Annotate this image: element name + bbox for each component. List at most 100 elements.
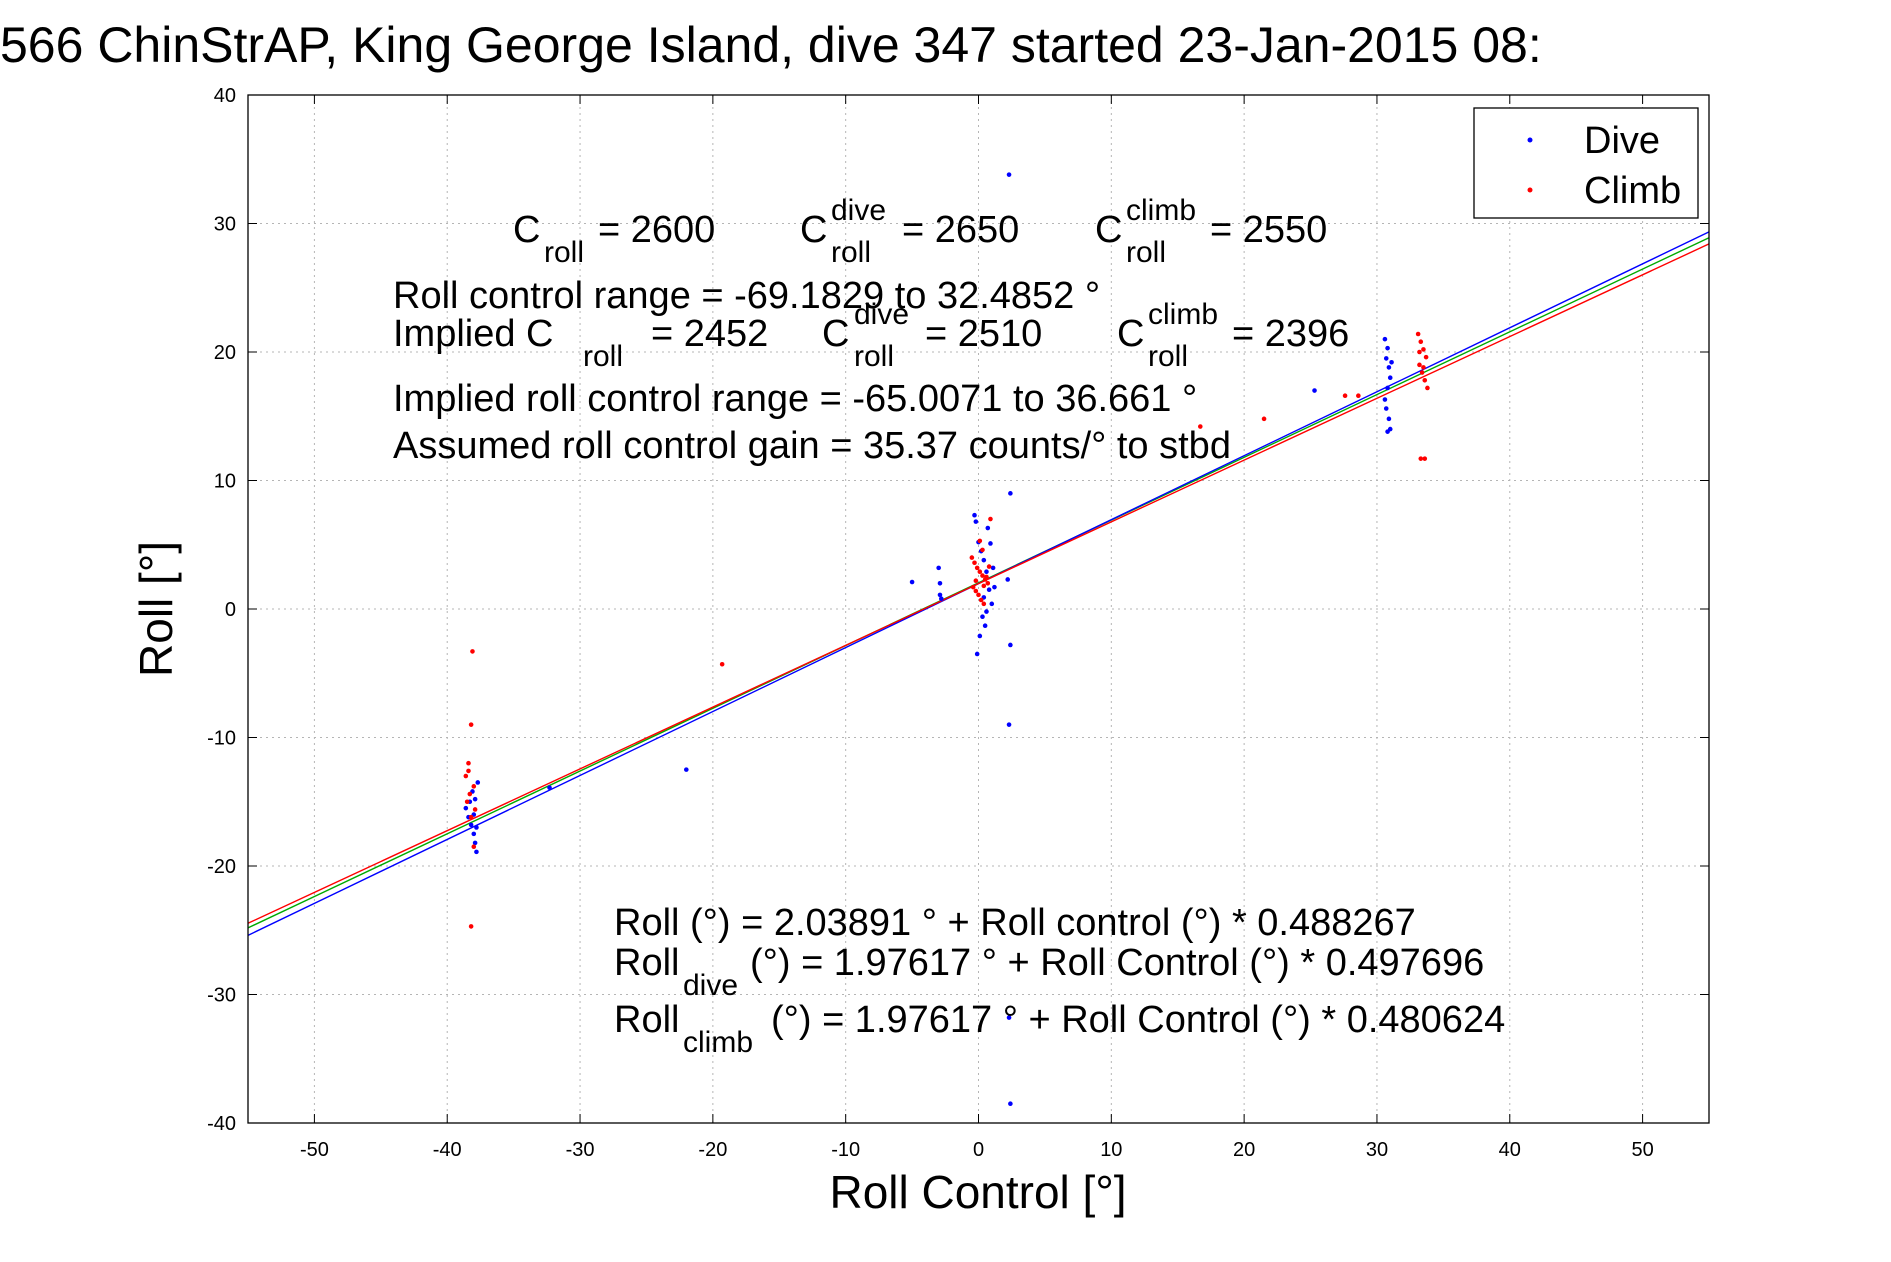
climb-point	[468, 924, 474, 929]
dive-point	[1386, 416, 1392, 422]
dive-point	[909, 579, 915, 585]
climb-point	[468, 722, 474, 727]
y-tick-label: 10	[214, 471, 236, 493]
c-roll-value: = 2600	[598, 209, 715, 251]
climb-point	[977, 538, 983, 544]
x-tick-label: 40	[1499, 1139, 1521, 1161]
dive-point	[988, 541, 993, 546]
climb-point	[988, 516, 993, 522]
fit-line-all	[247, 237, 1710, 929]
y-tick-label: 40	[214, 85, 236, 107]
implied-c-roll-value: = 2452	[651, 313, 768, 355]
c-dive-sub: roll	[831, 236, 871, 269]
x-tick-label: 20	[1233, 1139, 1255, 1161]
y-tick-label: 20	[214, 342, 236, 364]
x-axis-label: Roll Control [°]	[829, 1166, 1126, 1218]
climb-point	[1422, 377, 1428, 383]
dive-point	[1005, 577, 1011, 582]
x-tick-label: 30	[1366, 1139, 1388, 1161]
fit-climb-sub: climb	[683, 1026, 753, 1059]
c-roll-sub: roll	[544, 236, 584, 269]
implied-c-dive-value: = 2510	[925, 313, 1042, 355]
climb-point	[1418, 339, 1424, 345]
fit-dive-rest: (°) = 1.97617 ° + Roll Control (°) * 0.4…	[750, 942, 1484, 984]
climb-point	[1422, 456, 1428, 461]
dive-point	[1382, 397, 1388, 402]
legend-climb-marker	[1527, 187, 1533, 193]
dive-point	[1006, 172, 1012, 177]
fit-equation-climb: Roll climb (°) = 1.97617 ° + Roll Contro…	[614, 999, 1505, 1059]
y-tick-label: -40	[207, 1113, 236, 1135]
climb-point	[464, 799, 470, 805]
dive-point	[1006, 722, 1012, 727]
dive-point	[1008, 491, 1013, 496]
dive-point	[939, 596, 944, 602]
fit-lines	[247, 231, 1710, 936]
dive-point	[468, 822, 474, 828]
climb-point	[1415, 331, 1421, 337]
dive-point	[463, 805, 469, 811]
dive-point	[1389, 359, 1394, 365]
fit-climb-rest: (°) = 1.97617 ° + Roll Control (°) * 0.4…	[771, 999, 1505, 1041]
dive-point	[1385, 385, 1390, 391]
dive-point	[1008, 1101, 1013, 1107]
annotation-implied-row: Implied C roll = 2452 C dive roll = 2510…	[393, 298, 1349, 373]
climb-point	[977, 569, 983, 575]
y-tick-label: 30	[214, 214, 236, 236]
dive-point	[472, 840, 478, 846]
climb-point	[467, 791, 473, 797]
legend-dive-label: Dive	[1584, 120, 1660, 162]
chart-title: 566 ChinStrAP, King George Island, dive …	[0, 17, 1542, 73]
dive-point	[1312, 388, 1317, 393]
climb-point	[985, 581, 991, 586]
x-tick-label: 10	[1100, 1139, 1122, 1161]
y-tick-label: -10	[207, 728, 236, 750]
dive-point	[1382, 336, 1388, 342]
x-tick-label: -30	[566, 1139, 595, 1161]
x-tick-label: 0	[973, 1139, 984, 1161]
dive-point	[992, 584, 997, 590]
climb-point	[1425, 385, 1430, 391]
dive-point	[981, 557, 987, 563]
dive-point	[1385, 345, 1390, 351]
c-dive-sup: dive	[831, 194, 886, 227]
climb-point	[1261, 416, 1267, 422]
climb-point	[980, 547, 985, 553]
dive-point	[989, 601, 995, 607]
dive-point	[1006, 1015, 1012, 1020]
fit-dive-prefix: Roll	[614, 942, 679, 984]
roll-control-range: Roll control range = -69.1829 to 32.4852…	[393, 275, 1100, 317]
dive-point	[1383, 356, 1389, 361]
climb-point	[471, 844, 477, 850]
dive-point	[985, 525, 991, 531]
climb-point	[1421, 347, 1426, 352]
dive-point	[982, 623, 988, 629]
legend-box	[1473, 107, 1699, 219]
dive-point	[974, 651, 980, 657]
climb-point	[973, 578, 979, 584]
climb-point	[1419, 370, 1425, 375]
x-tick-label: 50	[1631, 1139, 1653, 1161]
dive-point	[936, 565, 941, 571]
implied-c-climb-sub: roll	[1148, 340, 1188, 373]
c-climb-value: = 2550	[1210, 209, 1327, 251]
dive-point	[977, 633, 983, 639]
climb-point	[719, 661, 725, 667]
roll-control-gain: Assumed roll control gain = 35.37 counts…	[393, 425, 1231, 467]
c-climb-sub: roll	[1126, 236, 1166, 269]
climb-point	[978, 597, 984, 603]
dive-point	[1008, 642, 1013, 648]
dive-point	[474, 825, 479, 830]
climb-point	[1417, 362, 1422, 368]
climb-point	[1198, 424, 1203, 429]
fit-equation-all: Roll (°) = 2.03891 ° + Roll control (°) …	[614, 902, 1416, 944]
fit-climb-prefix: Roll	[614, 999, 679, 1041]
fit-line-climb	[247, 243, 1710, 924]
climb-point	[463, 773, 469, 779]
climb-point	[969, 555, 975, 560]
climb-point	[974, 565, 980, 571]
dive-point	[471, 831, 477, 837]
climb-point	[471, 784, 477, 789]
dive-point	[1387, 375, 1393, 381]
climb-point	[1417, 349, 1422, 355]
